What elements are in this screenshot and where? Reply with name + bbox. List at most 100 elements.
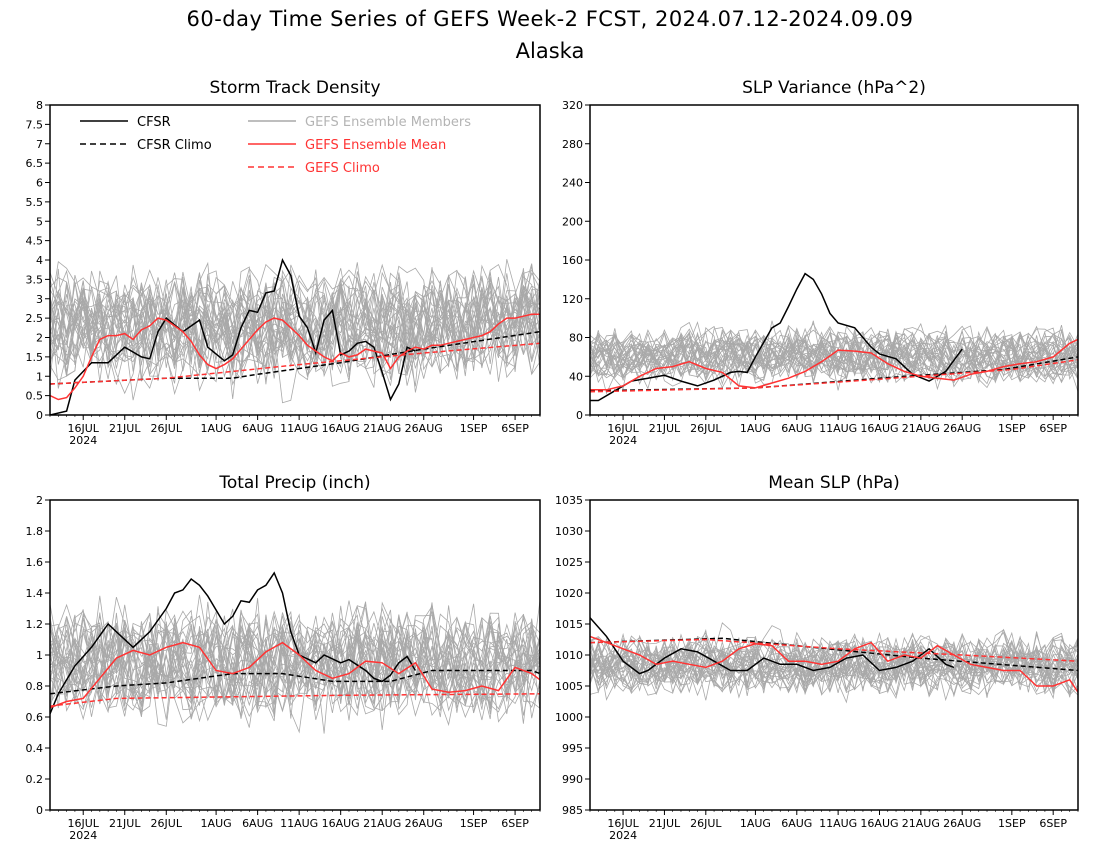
y-tick-label: 990	[562, 773, 583, 786]
y-tick-label: 4	[36, 254, 43, 267]
ensemble-member-line	[50, 259, 540, 381]
x-tick-label: 6SEP	[1039, 817, 1067, 830]
ensemble-member-line	[590, 631, 1078, 697]
y-tick-label: 1035	[555, 494, 583, 507]
x-year-label: 2024	[609, 434, 637, 447]
panel-title: SLP Variance (hPa^2)	[742, 78, 926, 98]
ensemble-member-line	[590, 328, 1078, 380]
ensemble-member-line	[50, 270, 540, 401]
y-tick-label: 0	[36, 804, 43, 817]
legend-label-gefs-mean: GEFS Ensemble Mean	[305, 138, 446, 153]
x-tick-label: 6SEP	[501, 817, 529, 830]
y-tick-label: 280	[562, 138, 583, 151]
series-line-gefs-climo	[590, 638, 1078, 662]
x-tick-label: 6AUG	[242, 817, 273, 830]
ensemble-member-line	[50, 264, 540, 373]
x-tick-label: 26AUG	[405, 422, 443, 435]
y-tick-label: 0.2	[26, 773, 44, 786]
x-tick-label: 26AUG	[405, 817, 443, 830]
y-tick-label: 1.4	[26, 587, 44, 600]
ensemble-member-line	[590, 638, 1078, 694]
y-tick-label: 1030	[555, 525, 583, 538]
ensemble-member-line	[50, 610, 540, 724]
x-tick-label: 11AUG	[280, 817, 318, 830]
ensemble-member-line	[590, 320, 1078, 384]
y-tick-label: 1005	[555, 680, 583, 693]
x-tick-label: 1AUG	[740, 817, 771, 830]
y-tick-label: 1.5	[26, 351, 44, 364]
panel-slp-variance: SLP Variance (hPa^2) 0 40 80 120 160 200 240 280…	[562, 78, 1079, 447]
x-tick-label: 6AUG	[781, 817, 812, 830]
y-tick-label: 0.6	[26, 711, 44, 724]
x-tick-label: 1SEP	[460, 422, 488, 435]
y-tick-label: 0.5	[26, 390, 44, 403]
x-tick-label: 21JUL	[109, 817, 141, 830]
x-tick-label: 26AUG	[943, 422, 981, 435]
x-tick-label: 21AUG	[902, 817, 940, 830]
x-year-label: 2024	[69, 434, 97, 447]
y-tick-label: 985	[562, 804, 583, 817]
ensemble-member-line	[590, 329, 1078, 380]
panel-mean-slp: Mean SLP (hPa) 985 990 995 1000 1005 1010 1015 1…	[555, 473, 1079, 842]
x-tick-label: 6SEP	[1039, 422, 1067, 435]
y-tick-label: 3	[36, 293, 43, 306]
ensemble-member-line	[590, 632, 1078, 696]
ensemble-member-line	[50, 260, 540, 388]
series-line-cfsr	[50, 257, 416, 415]
y-tick-label: 1020	[555, 587, 583, 600]
panel-total-precip: Total Precip (inch) 0 0.2 0.4 0.6 0.8 1 1.2 1.4 1…	[26, 473, 541, 842]
x-tick-label: 21JUL	[649, 817, 681, 830]
x-tick-label: 21AUG	[902, 422, 940, 435]
y-tick-label: 2	[36, 494, 43, 507]
y-tick-label: 1	[36, 370, 43, 383]
series-line-cfsr	[590, 617, 955, 675]
series-line-gefs-ensemble-mean	[590, 338, 1078, 391]
legend-label-gefs-members: GEFS Ensemble Members	[305, 115, 471, 130]
ensemble-member-line	[590, 639, 1078, 702]
ensemble-member-line	[590, 329, 1078, 381]
series-line-cfsr	[50, 571, 417, 715]
ensemble-member-line	[590, 637, 1078, 692]
series-line-gefs-climo	[590, 359, 1078, 393]
x-tick-label: 6AUG	[242, 422, 273, 435]
panel-title: Storm Track Density	[209, 78, 380, 98]
x-tick-label: 16JUL	[607, 422, 639, 435]
legend-label-cfsr: CFSR	[137, 115, 171, 130]
ensemble-member-line	[590, 333, 1078, 382]
y-tick-label: 8	[36, 99, 43, 112]
y-tick-label: 1.6	[26, 556, 44, 569]
y-tick-label: 160	[562, 254, 583, 267]
ensemble-member-line	[590, 322, 1078, 378]
legend-label-cfsr-climo: CFSR Climo	[137, 138, 212, 153]
series-group	[590, 272, 1078, 402]
y-tick-label: 7.5	[26, 118, 44, 131]
x-tick-label: 1SEP	[998, 422, 1026, 435]
ensemble-member-line	[50, 264, 540, 376]
y-tick-label: 1025	[555, 556, 583, 569]
ensemble-member-line	[590, 636, 1078, 694]
ensemble-member-line	[50, 269, 540, 377]
series-line-gefs-ensemble-mean	[50, 313, 540, 401]
x-tick-label: 16JUL	[68, 817, 100, 830]
series-group	[50, 257, 540, 415]
x-tick-label: 26JUL	[690, 817, 722, 830]
legend: CFSR CFSR Climo GEFS Ensemble Members GE…	[80, 115, 471, 176]
x-tick-label: 16AUG	[860, 817, 898, 830]
x-tick-label: 21AUG	[363, 422, 401, 435]
y-tick-label: 1000	[555, 711, 583, 724]
y-tick-label: 0	[36, 409, 43, 422]
y-tick-label: 4.5	[26, 235, 44, 248]
y-tick-label: 40	[569, 370, 583, 383]
ensemble-member-line	[590, 325, 1078, 376]
x-tick-label: 21AUG	[363, 817, 401, 830]
y-tick-label: 1.8	[26, 525, 44, 538]
series-line-cfsr-climo	[50, 669, 540, 695]
ensemble-member-line	[590, 334, 1078, 391]
ensemble-member-line	[50, 606, 540, 719]
y-tick-label: 2.5	[26, 312, 44, 325]
x-tick-label: 16JUL	[607, 817, 639, 830]
y-tick-label: 2	[36, 332, 43, 345]
ensemble-members	[50, 594, 540, 734]
x-tick-label: 1AUG	[201, 817, 232, 830]
